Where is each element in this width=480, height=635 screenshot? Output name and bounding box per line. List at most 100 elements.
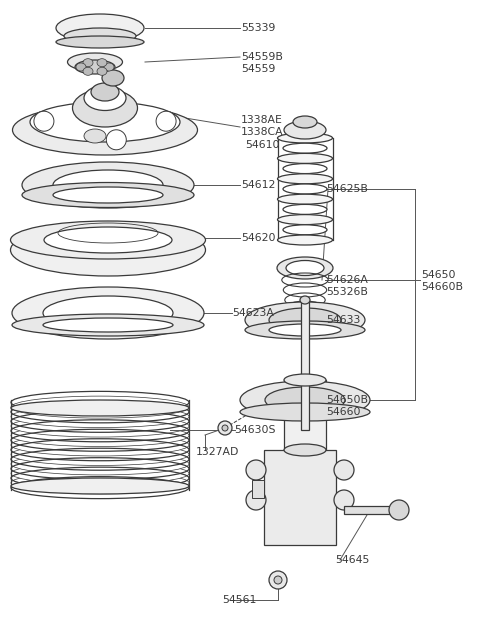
Ellipse shape [277, 154, 333, 163]
Bar [284, 380, 326, 450]
Ellipse shape [284, 374, 326, 386]
Ellipse shape [53, 187, 163, 203]
Circle shape [156, 111, 176, 131]
Ellipse shape [91, 83, 119, 101]
Text: 54630S: 54630S [234, 425, 276, 435]
Ellipse shape [11, 478, 189, 494]
Ellipse shape [11, 453, 189, 475]
Circle shape [246, 460, 266, 480]
Ellipse shape [277, 215, 333, 225]
Ellipse shape [283, 204, 327, 215]
Text: 54559: 54559 [241, 64, 276, 74]
Ellipse shape [11, 221, 205, 259]
Text: 54612: 54612 [241, 180, 276, 190]
Ellipse shape [277, 235, 333, 245]
Text: 54626A: 54626A [326, 275, 368, 285]
Circle shape [222, 425, 228, 431]
Circle shape [218, 421, 232, 435]
Ellipse shape [64, 28, 136, 44]
Ellipse shape [11, 443, 189, 465]
Bar [301, 300, 309, 430]
Ellipse shape [277, 133, 333, 143]
Ellipse shape [300, 296, 310, 304]
Ellipse shape [76, 63, 86, 71]
Ellipse shape [283, 144, 327, 153]
Ellipse shape [278, 308, 332, 324]
Ellipse shape [56, 14, 144, 42]
Ellipse shape [284, 444, 326, 456]
Ellipse shape [12, 105, 197, 155]
Ellipse shape [11, 415, 189, 437]
Text: 55326B: 55326B [326, 287, 368, 297]
Ellipse shape [11, 425, 189, 446]
Ellipse shape [283, 225, 327, 235]
Circle shape [274, 576, 282, 584]
Circle shape [389, 500, 409, 520]
Ellipse shape [43, 318, 173, 332]
Ellipse shape [84, 129, 106, 143]
Bar [264, 450, 336, 545]
Ellipse shape [269, 308, 341, 332]
Ellipse shape [11, 472, 189, 494]
Ellipse shape [277, 174, 333, 184]
Ellipse shape [286, 260, 324, 276]
Ellipse shape [72, 89, 137, 127]
Text: 54660B: 54660B [421, 282, 463, 292]
Ellipse shape [83, 58, 93, 67]
Ellipse shape [11, 396, 189, 418]
Ellipse shape [104, 63, 114, 71]
Text: 55339: 55339 [241, 23, 276, 33]
Ellipse shape [11, 224, 205, 276]
Text: 54610: 54610 [245, 140, 279, 150]
Circle shape [334, 490, 354, 510]
Text: 54620: 54620 [241, 233, 276, 243]
Ellipse shape [265, 387, 345, 413]
Ellipse shape [269, 324, 341, 336]
Ellipse shape [277, 257, 333, 279]
Ellipse shape [284, 121, 326, 139]
Text: 54559B: 54559B [241, 52, 283, 62]
Ellipse shape [277, 194, 333, 204]
Ellipse shape [283, 184, 327, 194]
Text: 54633: 54633 [326, 315, 360, 325]
Bar [252, 480, 264, 498]
Circle shape [269, 571, 287, 589]
Text: 1338AE: 1338AE [241, 115, 283, 125]
Text: 54650B: 54650B [326, 395, 368, 405]
Ellipse shape [75, 60, 115, 74]
Ellipse shape [83, 67, 93, 76]
Ellipse shape [97, 58, 107, 67]
Ellipse shape [12, 314, 204, 336]
Ellipse shape [240, 381, 370, 419]
Ellipse shape [43, 296, 173, 330]
Ellipse shape [30, 102, 180, 142]
Ellipse shape [11, 462, 189, 485]
Ellipse shape [84, 86, 126, 110]
Ellipse shape [68, 53, 122, 71]
Ellipse shape [245, 321, 365, 339]
Ellipse shape [283, 164, 327, 173]
Circle shape [334, 460, 354, 480]
Ellipse shape [22, 162, 194, 208]
Circle shape [34, 111, 54, 131]
Circle shape [246, 490, 266, 510]
Text: 54561: 54561 [222, 595, 256, 605]
Ellipse shape [245, 302, 365, 338]
Ellipse shape [97, 67, 107, 76]
Ellipse shape [11, 406, 189, 427]
Text: 54660: 54660 [326, 407, 360, 417]
Ellipse shape [22, 182, 194, 208]
Ellipse shape [56, 36, 144, 48]
Text: 1338CA: 1338CA [241, 127, 284, 137]
Text: 54623A: 54623A [232, 308, 274, 318]
Ellipse shape [11, 400, 189, 416]
Ellipse shape [11, 434, 189, 456]
Text: 1327AD: 1327AD [196, 447, 240, 457]
Ellipse shape [293, 116, 317, 128]
Text: 54625B: 54625B [326, 184, 368, 194]
Ellipse shape [53, 170, 163, 200]
Text: 54650: 54650 [421, 270, 456, 280]
Ellipse shape [102, 70, 124, 86]
Ellipse shape [240, 403, 370, 421]
Bar [344, 506, 399, 514]
